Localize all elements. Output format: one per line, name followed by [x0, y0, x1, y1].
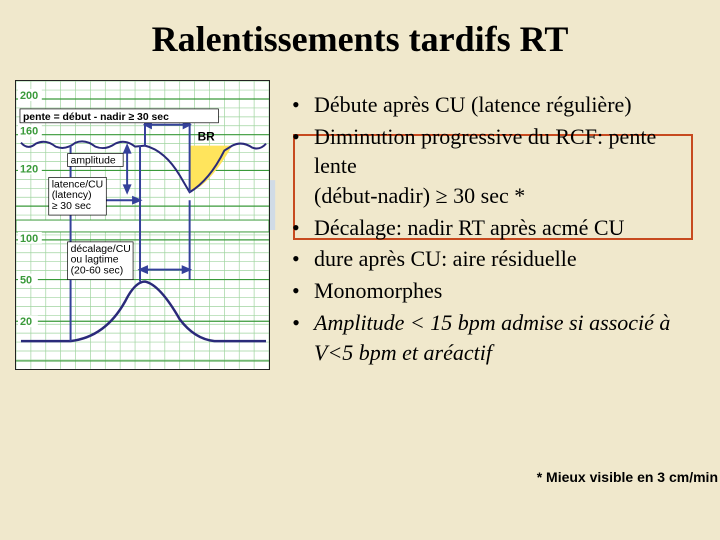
svg-text:décalage/CU: décalage/CU [71, 244, 131, 255]
svg-text:≥ 30 sec: ≥ 30 sec [52, 201, 91, 212]
svg-text:latence/CU: latence/CU [52, 179, 103, 190]
bullet-list-column: Débute après CU (latence régulière) Dimi… [288, 80, 702, 370]
footnote: * Mieux visible en 3 cm/min [537, 469, 718, 485]
bullet-item: Décalage: nadir RT après acmé CU [288, 213, 702, 243]
svg-text:BR: BR [198, 130, 216, 144]
page-title: Ralentissements tardifs RT [0, 0, 720, 60]
rt-chart: 200 160 120 100 50 20 [15, 80, 270, 370]
bullet-item: Amplitude < 15 bpm admise si associé à V… [288, 308, 702, 367]
svg-text:100: 100 [20, 233, 38, 245]
svg-text:(20-60 sec): (20-60 sec) [71, 266, 124, 277]
chart-svg: 200 160 120 100 50 20 [16, 81, 269, 369]
svg-text:ou lagtime: ou lagtime [71, 255, 119, 266]
bullet-list: Débute après CU (latence régulière) Dimi… [288, 90, 702, 367]
svg-text:20: 20 [20, 316, 32, 328]
bullet-item: Monomorphes [288, 276, 702, 306]
svg-text:amplitude: amplitude [71, 155, 116, 166]
svg-text:(latency): (latency) [52, 190, 92, 201]
bullet-item: Diminution progressive du RCF: pente len… [288, 122, 702, 211]
svg-text:120: 120 [20, 163, 38, 175]
svg-text:160: 160 [20, 126, 38, 138]
bullet-item: dure après CU: aire résiduelle [288, 244, 702, 274]
svg-text:pente = début - nadir ≥ 30 sec: pente = début - nadir ≥ 30 sec [23, 112, 169, 123]
bullet-item: Débute après CU (latence régulière) [288, 90, 702, 120]
svg-text:50: 50 [20, 275, 32, 287]
svg-text:200: 200 [20, 90, 38, 102]
